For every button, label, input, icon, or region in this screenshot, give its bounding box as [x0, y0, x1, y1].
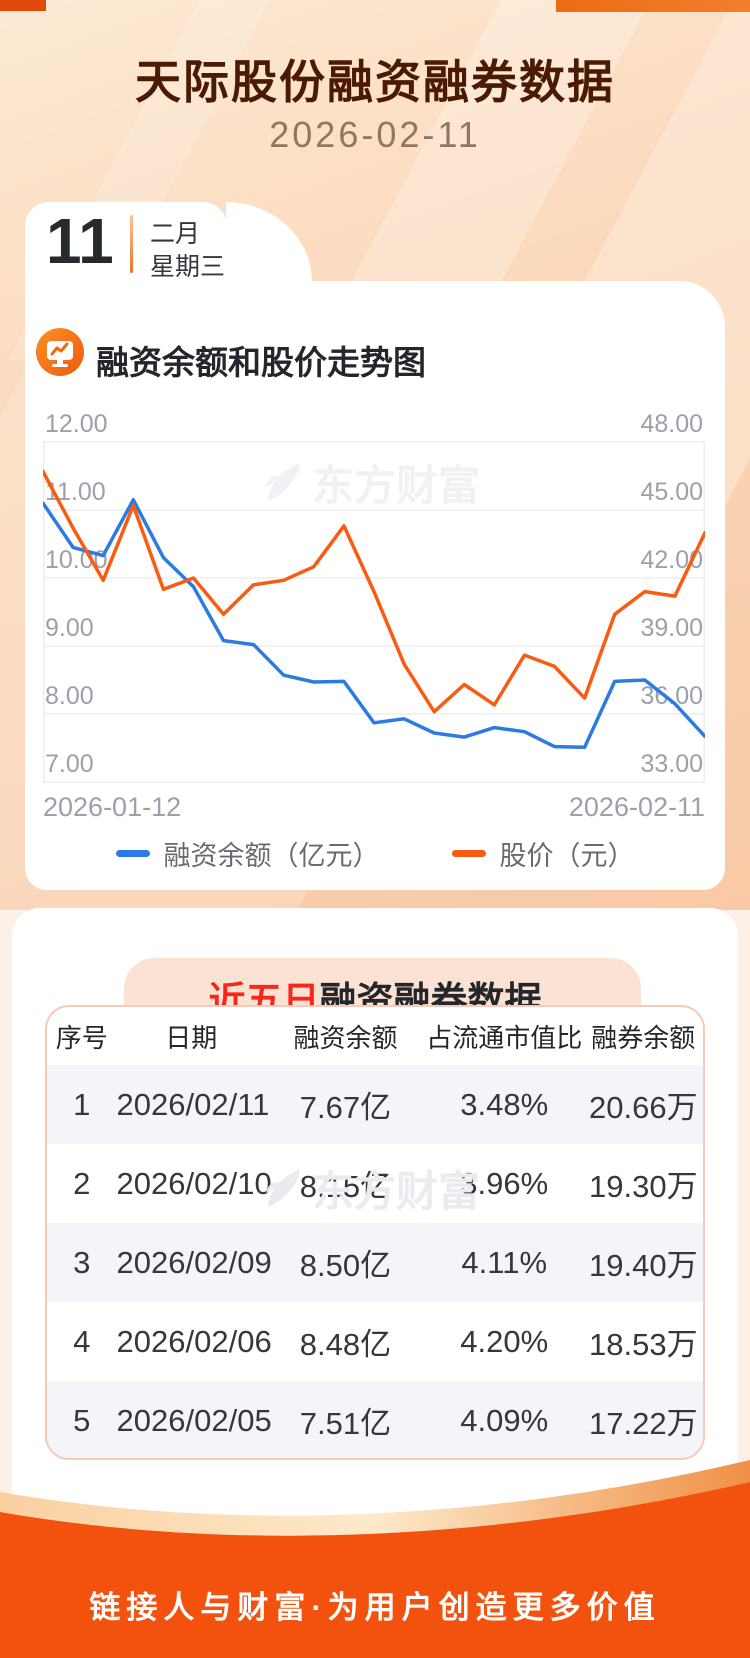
column-header: 融券余额: [591, 1022, 696, 1053]
date-badge: [25, 202, 227, 282]
table-cell: 2026/02/11: [116, 1086, 270, 1122]
legend-dash-orange: [451, 850, 486, 857]
table-cell: 19.40万: [589, 1248, 698, 1283]
top-right-accent-bar: [556, 0, 750, 12]
date-badge-month: 二月: [150, 220, 201, 248]
chart-legend: 融资余额（亿元） 股价（元）: [0, 834, 750, 873]
table-row: 4 2026/02/06 8.48亿 4.20% 18.53万: [47, 1302, 703, 1381]
legend-item-stock-price: 股价（元）: [451, 834, 635, 873]
table-cell: 2026/02/09: [116, 1244, 272, 1280]
table-body: 1 2026/02/11 7.67亿 3.48% 20.66万 2 2026/02/10 8.…: [47, 1065, 703, 1458]
svg-text:12.00: 12.00: [45, 410, 108, 438]
svg-text:8.00: 8.00: [45, 682, 94, 710]
table-row: 1 2026/02/11 7.67亿 3.48% 20.66万: [47, 1065, 703, 1144]
table-header-row: 序号 日期 融资余额 占流通市值比 融券余额: [47, 1007, 703, 1065]
table-cell: 8.48亿: [299, 1327, 392, 1362]
table-cell: 2026/02/06: [116, 1323, 272, 1359]
table-cell: 20.66万: [589, 1090, 698, 1125]
eastmoney-logo-icon: [266, 1168, 300, 1207]
legend-label: 股价（元）: [499, 841, 635, 871]
table-cell: 19.30万: [589, 1169, 698, 1204]
table-cell: 4.09%: [460, 1402, 549, 1438]
table-cell: 8.15亿: [299, 1169, 392, 1204]
table-cell: 2026/02/10: [116, 1165, 272, 1201]
column-header: 融资余额: [293, 1022, 398, 1053]
x-axis-start-label: 2026-01-12: [43, 792, 182, 822]
svg-text:45.00: 45.00: [640, 478, 703, 506]
svg-text:39.00: 39.00: [640, 614, 703, 642]
table-cell: 1: [73, 1086, 91, 1122]
legend-dash-blue: [115, 850, 150, 857]
watermark-chart: 东方财富: [262, 452, 480, 513]
table-cell: 5: [73, 1402, 91, 1438]
table-cell: 7.51亿: [299, 1406, 392, 1441]
footer-wave: [0, 1460, 750, 1658]
page-title: 天际股份融资融券数据: [135, 56, 615, 108]
legend-item-margin-balance: 融资余额（亿元）: [115, 834, 380, 873]
page-date: 2026-02-11: [269, 114, 481, 155]
table-cell: 2: [73, 1165, 91, 1201]
watermark-table: 东方财富: [262, 1158, 480, 1219]
table-cell: 18.53万: [589, 1327, 698, 1362]
svg-text:7.00: 7.00: [45, 750, 94, 778]
table-cell: 17.22万: [589, 1406, 698, 1441]
chart-section-title: 融资余额和股价走势图: [96, 344, 426, 381]
column-header: 序号: [55, 1022, 108, 1053]
table-cell: 7.67亿: [299, 1090, 392, 1125]
table-cell: 8.50亿: [299, 1248, 392, 1283]
table-cell: 2026/02/05: [116, 1402, 272, 1438]
margin-data-table: 序号 日期 融资余额 占流通市值比 融券余额 1 2026/02/11 7.67亿 3.48%…: [45, 1005, 705, 1460]
date-badge-day: 11: [46, 205, 114, 277]
date-badge-weekday: 星期三: [150, 253, 226, 281]
svg-text:9.00: 9.00: [45, 614, 94, 642]
eastmoney-logo-icon: [266, 462, 300, 501]
column-header: 占流通市值比: [426, 1022, 583, 1053]
table-row: 5 2026/02/05 7.51亿 4.09% 17.22万: [47, 1381, 703, 1458]
legend-label: 融资余额（亿元）: [163, 841, 380, 871]
monitor-trend-icon: [36, 328, 84, 376]
table-cell: 3.48%: [460, 1086, 549, 1122]
x-axis-end-label: 2026-02-11: [568, 792, 705, 822]
watermark-text: 东方财富: [312, 1168, 481, 1215]
column-header: 日期: [165, 1022, 218, 1053]
table-cell: 4: [73, 1323, 91, 1359]
footer-slogan: 链接人与财富·为用户创造更多价值: [89, 1590, 661, 1625]
chart-card: [25, 281, 725, 890]
table-cell: 4.11%: [461, 1244, 548, 1280]
svg-text:48.00: 48.00: [640, 410, 703, 438]
chart-x-axis: 2026-01-12 2026-02-11: [43, 792, 705, 823]
table-row: 2 2026/02/10 8.15亿 3.96% 19.30万: [47, 1144, 703, 1223]
table-cell: 4.20%: [460, 1323, 549, 1359]
top-left-accent-bar: [0, 0, 46, 11]
table-row: 3 2026/02/09 8.50亿 4.11% 19.40万: [47, 1223, 703, 1302]
date-badge-divider: [130, 215, 133, 273]
svg-text:33.00: 33.00: [640, 750, 703, 778]
table-cell: 3: [73, 1244, 91, 1280]
table-cell: 3.96%: [460, 1165, 549, 1201]
watermark-text: 东方财富: [312, 462, 481, 509]
